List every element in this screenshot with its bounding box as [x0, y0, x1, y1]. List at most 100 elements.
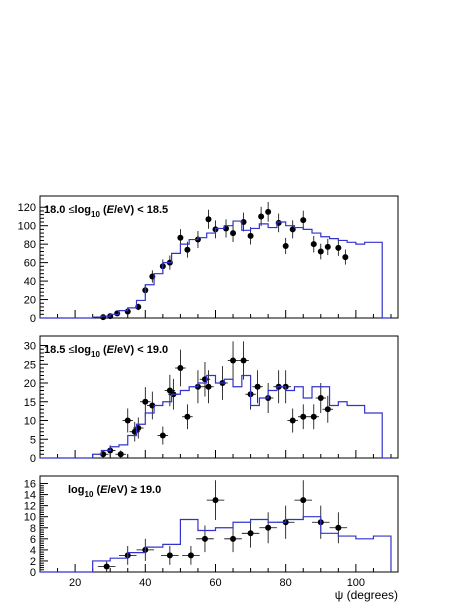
data-point: [317, 243, 324, 260]
panel-label-part: (: [93, 484, 100, 496]
y-tick-label: 6: [30, 534, 36, 546]
point-marker: [230, 230, 237, 237]
y-tick-label: 60: [24, 258, 36, 270]
data-point: [140, 387, 151, 417]
data-point: [289, 220, 296, 239]
data-point: [282, 237, 289, 255]
y-tick-label: 0: [30, 313, 36, 325]
x-tick-label: 80: [280, 577, 292, 589]
panel-label-part: E: [107, 344, 115, 356]
data-point: [252, 370, 263, 404]
y-tick-label: 16: [24, 479, 36, 491]
point-marker: [205, 216, 212, 223]
panel-1: 0 20 40 60 80 100 120 18.0 ≤log10 (E/eV) < 18.5: [18, 195, 399, 325]
x-tick-label: 60: [209, 577, 221, 589]
panel-label-part: 10: [85, 490, 94, 499]
data-point: [97, 560, 116, 572]
y-tick-label: 12: [24, 501, 36, 513]
point-marker: [300, 497, 307, 504]
point-marker: [247, 232, 254, 239]
point-marker: [201, 535, 208, 542]
y-tick-label: 14: [24, 490, 36, 502]
y-tick-label: 2: [30, 556, 36, 568]
panel-label: 18.5 ≤log10 (E/eV) < 19.0: [44, 344, 168, 359]
y-tick-label: 10: [24, 416, 36, 428]
x-axis-title: ψ (degrees): [335, 588, 398, 602]
point-marker: [177, 234, 184, 241]
x-tick-label: 20: [69, 577, 81, 589]
data-point: [287, 408, 298, 433]
point-marker: [282, 243, 289, 249]
point-marker: [103, 563, 110, 570]
panel-label-part: /eV) < 18.5: [114, 204, 168, 216]
data-point: [297, 404, 309, 430]
y-tick-label: 10: [24, 512, 36, 524]
panel-label-part: E: [107, 204, 115, 216]
point-marker: [265, 208, 272, 215]
y-tick-label: 120: [18, 202, 36, 214]
point-marker: [177, 365, 184, 371]
point-marker: [258, 213, 265, 220]
panel-label-part: ≥: [131, 484, 137, 496]
point-marker: [335, 524, 342, 531]
y-tick-label: 30: [24, 341, 36, 353]
data-point: [294, 480, 313, 521]
panel-label-part: ≤: [68, 204, 74, 216]
data-point: [238, 341, 249, 380]
y-tick-label: 5: [30, 434, 36, 446]
point-marker: [317, 248, 324, 255]
point-marker: [300, 413, 307, 420]
data-point: [206, 480, 225, 521]
data-point: [161, 546, 179, 565]
x-tick-label: 100: [347, 577, 365, 589]
step-histogram-line: [40, 516, 392, 573]
panel-frame: [39, 335, 399, 459]
data-point: [182, 546, 200, 565]
y-tick-label: 8: [30, 523, 36, 535]
data-point: [115, 450, 126, 458]
point-marker: [205, 383, 212, 390]
data-point: [157, 426, 169, 445]
y-tick-label: 4: [30, 545, 36, 557]
point-marker: [247, 530, 254, 537]
panel-label-part: 19.0: [137, 484, 161, 496]
point-marker: [184, 246, 191, 253]
panel-label: log10 (E/eV) ≥ 19.0: [68, 484, 161, 499]
panel-label-part: log: [75, 204, 92, 216]
panel-label-part: log: [68, 484, 85, 496]
data-point: [310, 235, 317, 253]
data-point: [308, 404, 320, 430]
point-marker: [289, 417, 296, 424]
point-marker: [166, 552, 173, 559]
point-marker: [187, 552, 194, 559]
point-marker: [159, 432, 166, 439]
step-histogram-line: [40, 220, 391, 319]
y-tick-label: 100: [18, 221, 36, 233]
point-marker: [212, 497, 219, 504]
data-point: [177, 229, 184, 247]
panel-label-part: E: [100, 484, 108, 496]
data-point: [335, 239, 342, 256]
x-tick-label: 40: [139, 577, 151, 589]
panel-frame: [39, 195, 399, 319]
data-point: [122, 408, 134, 433]
data-point: [227, 341, 239, 380]
panel-label-part: ≤: [68, 344, 74, 356]
data-point: [182, 404, 193, 430]
panel-label-part: (: [100, 204, 107, 216]
panel-label-part: (: [100, 344, 107, 356]
data-point: [322, 395, 334, 423]
panel-label-part: 18.0: [44, 204, 68, 216]
y-tick-label: 25: [24, 359, 36, 371]
point-marker: [265, 524, 272, 531]
data-point: [300, 210, 307, 230]
panel-label-part: 18.5: [44, 344, 68, 356]
data-point: [230, 224, 237, 242]
point-marker: [324, 243, 331, 250]
point-marker: [184, 413, 191, 420]
y-tick-label: 0: [30, 567, 36, 579]
point-marker: [310, 241, 317, 248]
y-tick-label: 20: [24, 378, 36, 390]
